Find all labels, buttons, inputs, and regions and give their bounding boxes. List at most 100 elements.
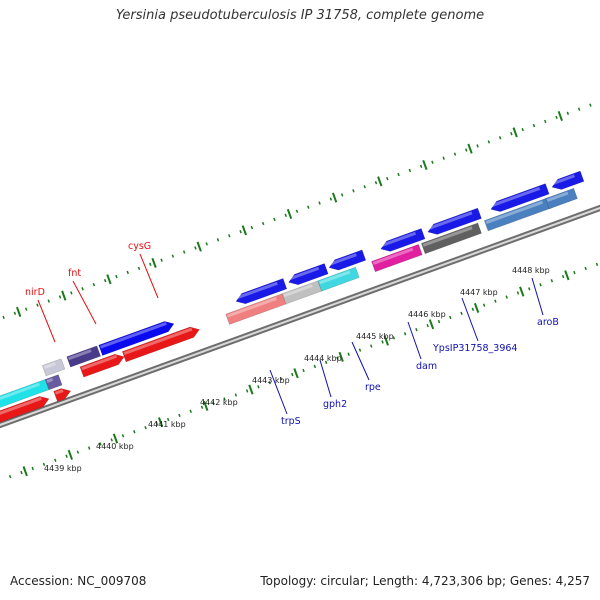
feature-rpe-inner xyxy=(317,266,360,292)
gene-label-ypsip31758_3964: YpsIP31758_3964 xyxy=(432,343,517,354)
minor-tick xyxy=(374,181,378,185)
feature-nirD-violet-shape xyxy=(44,374,63,391)
genome-title: Yersinia pseudotuberculosis IP 31758, co… xyxy=(115,8,485,23)
minor-tick xyxy=(302,368,305,373)
minor-tick xyxy=(392,336,396,340)
feature-gph2-shape xyxy=(288,263,329,286)
feature-Yps3964-inner-shine xyxy=(422,226,473,247)
feature-gph2 xyxy=(288,263,329,286)
major-tick xyxy=(338,351,344,362)
minor-tick xyxy=(103,278,107,283)
minor-tick xyxy=(347,352,350,356)
minor-tick xyxy=(87,446,91,450)
backbone-highlight xyxy=(0,206,600,427)
feature-cysG xyxy=(98,321,175,356)
gene-label-dam: dam xyxy=(416,361,437,372)
feature-far-right-inner xyxy=(545,187,578,210)
feature-far-right-inner-shape xyxy=(545,187,578,210)
minor-tick xyxy=(115,274,118,279)
minor-tick xyxy=(189,409,192,413)
feature-nirD-inner xyxy=(0,396,50,427)
feature-grey-small-shape xyxy=(41,358,66,377)
feature-aroB-outer-shine xyxy=(490,186,541,208)
major-tick xyxy=(422,159,428,171)
minor-tick xyxy=(358,348,362,352)
major-tick xyxy=(519,286,525,297)
minor-tick xyxy=(110,438,113,442)
minor-tick xyxy=(250,225,254,230)
minor-tick xyxy=(245,389,249,393)
gene-leader-line xyxy=(319,359,332,398)
minor-tick xyxy=(403,332,407,336)
minor-tick xyxy=(54,458,57,462)
minor-tick xyxy=(408,168,412,173)
feature-dam-shape xyxy=(380,228,426,252)
minor-tick xyxy=(539,283,542,287)
minor-tick xyxy=(291,372,294,377)
feature-trpS-inner-shine xyxy=(227,297,277,318)
accession-text: Accession: NC_009708 xyxy=(10,574,147,588)
gene-label-arob: aroB xyxy=(537,317,559,328)
feature-trpS xyxy=(235,278,288,305)
feature-trpS-shine xyxy=(235,281,278,300)
minor-tick xyxy=(182,250,186,254)
minor-tick xyxy=(442,156,445,160)
minor-tick xyxy=(595,262,599,267)
feature-nirD-violet-shine xyxy=(46,377,54,383)
backbone-line xyxy=(0,204,600,429)
minor-tick xyxy=(550,279,554,283)
feature-gph2-inner-shape xyxy=(281,280,322,305)
feature-aroB-inner-shine xyxy=(485,200,544,225)
feature-Yps3964-inner xyxy=(421,222,482,255)
minor-tick xyxy=(70,291,73,295)
minor-tick xyxy=(555,115,558,120)
minor-tick xyxy=(532,123,536,128)
minor-tick xyxy=(573,270,576,275)
feature-gph2-inner-shine xyxy=(283,284,313,298)
minor-tick xyxy=(453,152,457,156)
gene-label-gph2: gph2 xyxy=(323,399,347,410)
scale-label: 4441 kbp xyxy=(148,420,186,429)
feature-nirD-cyan-shine xyxy=(0,382,40,406)
feature-fnt-inner-shine xyxy=(81,354,118,371)
minor-tick xyxy=(449,315,452,320)
feature-nirD-cyan-shape xyxy=(0,379,50,414)
feature-fnt-shape xyxy=(66,345,101,368)
minor-tick xyxy=(24,307,28,311)
major-tick xyxy=(557,110,563,122)
minor-tick xyxy=(324,360,328,365)
minor-tick xyxy=(58,295,62,299)
minor-tick xyxy=(166,417,170,422)
gene-leader-line xyxy=(72,280,97,325)
major-tick xyxy=(241,225,247,236)
minor-tick xyxy=(589,103,592,107)
minor-tick xyxy=(160,258,163,262)
feature-fnt-inner xyxy=(79,353,125,378)
feature-trpS-inner-shape xyxy=(225,293,287,325)
minor-tick xyxy=(42,462,46,467)
major-tick xyxy=(286,208,293,220)
feature-gph2-shine xyxy=(288,266,320,281)
feature-trpS-inner xyxy=(225,293,287,325)
minor-tick xyxy=(8,474,12,479)
scale-label: 4447 kbp xyxy=(460,288,498,297)
minor-tick xyxy=(584,266,587,271)
scale-label: 4444 kbp xyxy=(304,354,342,363)
minor-tick xyxy=(178,413,181,418)
feature-far-right xyxy=(551,170,585,190)
minor-tick xyxy=(498,136,502,140)
minor-tick xyxy=(528,287,531,291)
minor-tick xyxy=(494,299,497,303)
feature-cysG-inner-shape xyxy=(121,326,200,363)
minor-tick xyxy=(505,295,508,299)
minor-tick xyxy=(76,450,80,454)
minor-tick xyxy=(144,425,147,430)
feature-nirD-tail xyxy=(53,388,72,402)
minor-tick xyxy=(482,303,486,307)
minor-tick xyxy=(171,254,175,258)
feature-rpe-shine xyxy=(328,253,357,266)
minor-tick xyxy=(307,205,310,209)
gene-label-rpe: rpe xyxy=(365,382,381,393)
feature-aroB-outer-shape xyxy=(490,183,550,212)
minor-tick xyxy=(419,164,423,169)
